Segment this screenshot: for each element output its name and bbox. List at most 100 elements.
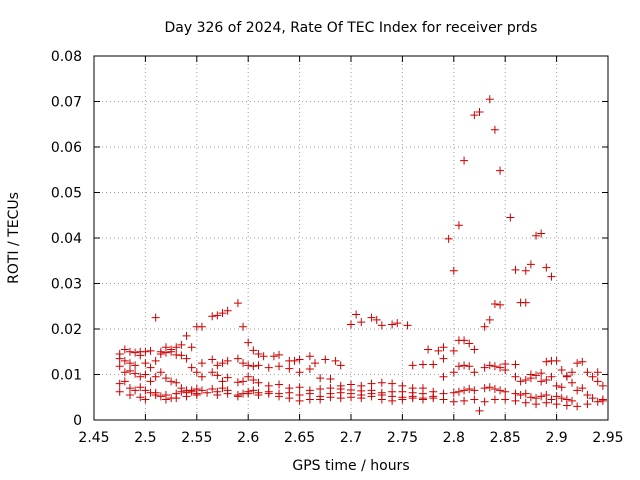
data-point [454,387,463,396]
data-point [516,377,525,386]
data-point [372,315,381,324]
data-point [146,346,155,355]
data-point [542,375,551,384]
y-tick-label: 0.04 [51,231,82,247]
data-point [480,363,489,372]
data-point [516,390,525,399]
data-point [532,400,541,409]
data-point [470,395,479,404]
x-axis-title: GPS time / hours [292,458,409,474]
data-point [429,360,438,369]
data-point [223,373,232,382]
data-point [254,350,263,359]
data-point [367,392,376,401]
x-tick-label: 2.8 [443,430,465,446]
y-tick-label: 0.05 [51,186,82,202]
data-point [542,263,551,272]
data-point [521,298,530,307]
data-point [264,363,273,372]
data-point [264,389,273,398]
data-point [120,377,129,386]
data-point [223,356,232,365]
data-point [208,385,217,394]
data-point [460,396,469,405]
data-point [496,386,505,395]
data-point [583,390,592,399]
data-point [125,347,134,356]
data-point [501,387,510,396]
data-point [316,385,325,394]
data-point [562,372,571,381]
data-point [357,318,366,327]
data-point [326,375,335,384]
data-point [377,321,386,330]
data-point [120,356,129,365]
data-point [439,395,448,404]
data-point [439,354,448,363]
data-point [233,299,242,308]
data-point [367,313,376,322]
data-point [465,362,474,371]
data-point [552,356,561,365]
data-point [197,372,206,381]
data-point [259,352,268,361]
data-point [131,369,140,378]
data-point [511,389,520,398]
data-point [269,352,278,361]
data-point [182,392,191,401]
data-point [480,322,489,331]
data-point [485,315,494,324]
data-point [573,386,582,395]
data-point [511,396,520,405]
data-point [218,309,227,318]
data-point [352,310,361,319]
data-point [460,361,469,370]
data-point [131,348,140,357]
data-point [187,363,196,372]
y-tick-label: 0.06 [51,140,82,156]
data-point [167,377,176,386]
series-prn-a [115,95,556,370]
data-point [295,383,304,392]
data-point [403,321,412,330]
y-tick-label: 0.07 [51,95,82,111]
x-tick-label: 2.55 [181,430,212,446]
data-point [588,372,597,381]
data-point [552,381,561,390]
data-point [156,350,165,359]
data-point [136,393,145,402]
data-point [377,378,386,387]
data-point [542,390,551,399]
data-point [305,352,314,361]
data-point [295,368,304,377]
data-point [295,396,304,405]
x-tick-label: 2.65 [284,430,315,446]
data-point [197,386,206,395]
data-point [239,322,248,331]
data-point [136,351,145,360]
data-point [244,361,253,370]
data-point [490,362,499,371]
data-point [203,388,212,397]
data-point [485,383,494,392]
data-point [552,392,561,401]
data-point [490,299,499,308]
data-point [573,402,582,411]
data-point [408,361,417,370]
data-point [218,377,227,386]
data-point [537,369,546,378]
data-point [526,374,535,383]
data-point [311,359,320,368]
data-point [552,400,561,409]
data-point [208,312,217,321]
data-point [388,396,397,405]
y-tick-label: 0.03 [51,277,82,293]
series-prn-f [573,357,607,404]
data-point [593,377,602,386]
data-point [275,362,284,371]
data-point [537,392,546,401]
data-point [151,372,160,381]
data-point [177,387,186,396]
data-point [598,395,607,404]
data-point [141,347,150,356]
